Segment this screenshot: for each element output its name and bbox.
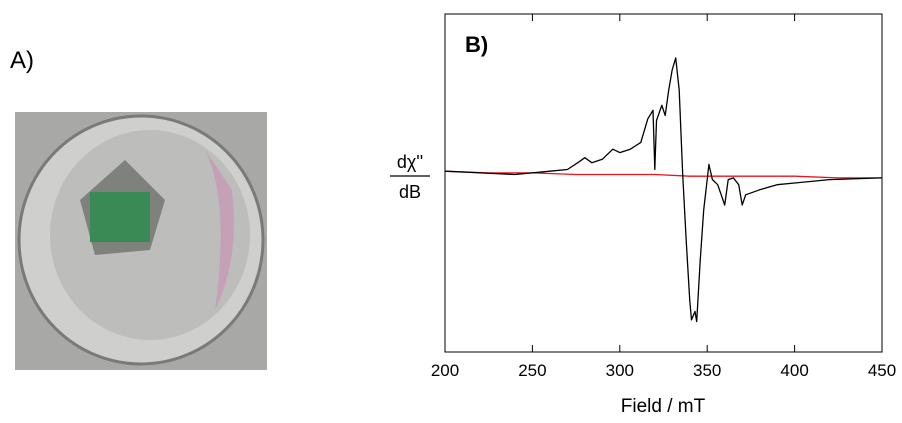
x-tick-label: 250 <box>518 361 546 380</box>
panel-label: B) <box>465 32 488 57</box>
x-tick-label: 400 <box>780 361 808 380</box>
y-axis-label: dχ'' <box>397 152 423 172</box>
x-tick-label: 300 <box>606 361 634 380</box>
y-axis-label: dB <box>399 182 421 202</box>
x-tick-label: 350 <box>693 361 721 380</box>
x-tick-label: 200 <box>431 361 459 380</box>
plot-frame <box>444 13 883 353</box>
panel-label: A) <box>10 47 34 74</box>
x-axis-label: Field / mT <box>621 396 706 417</box>
photo <box>15 112 267 370</box>
spectrum-line <box>444 57 883 323</box>
x-tick-label: 450 <box>868 361 896 380</box>
